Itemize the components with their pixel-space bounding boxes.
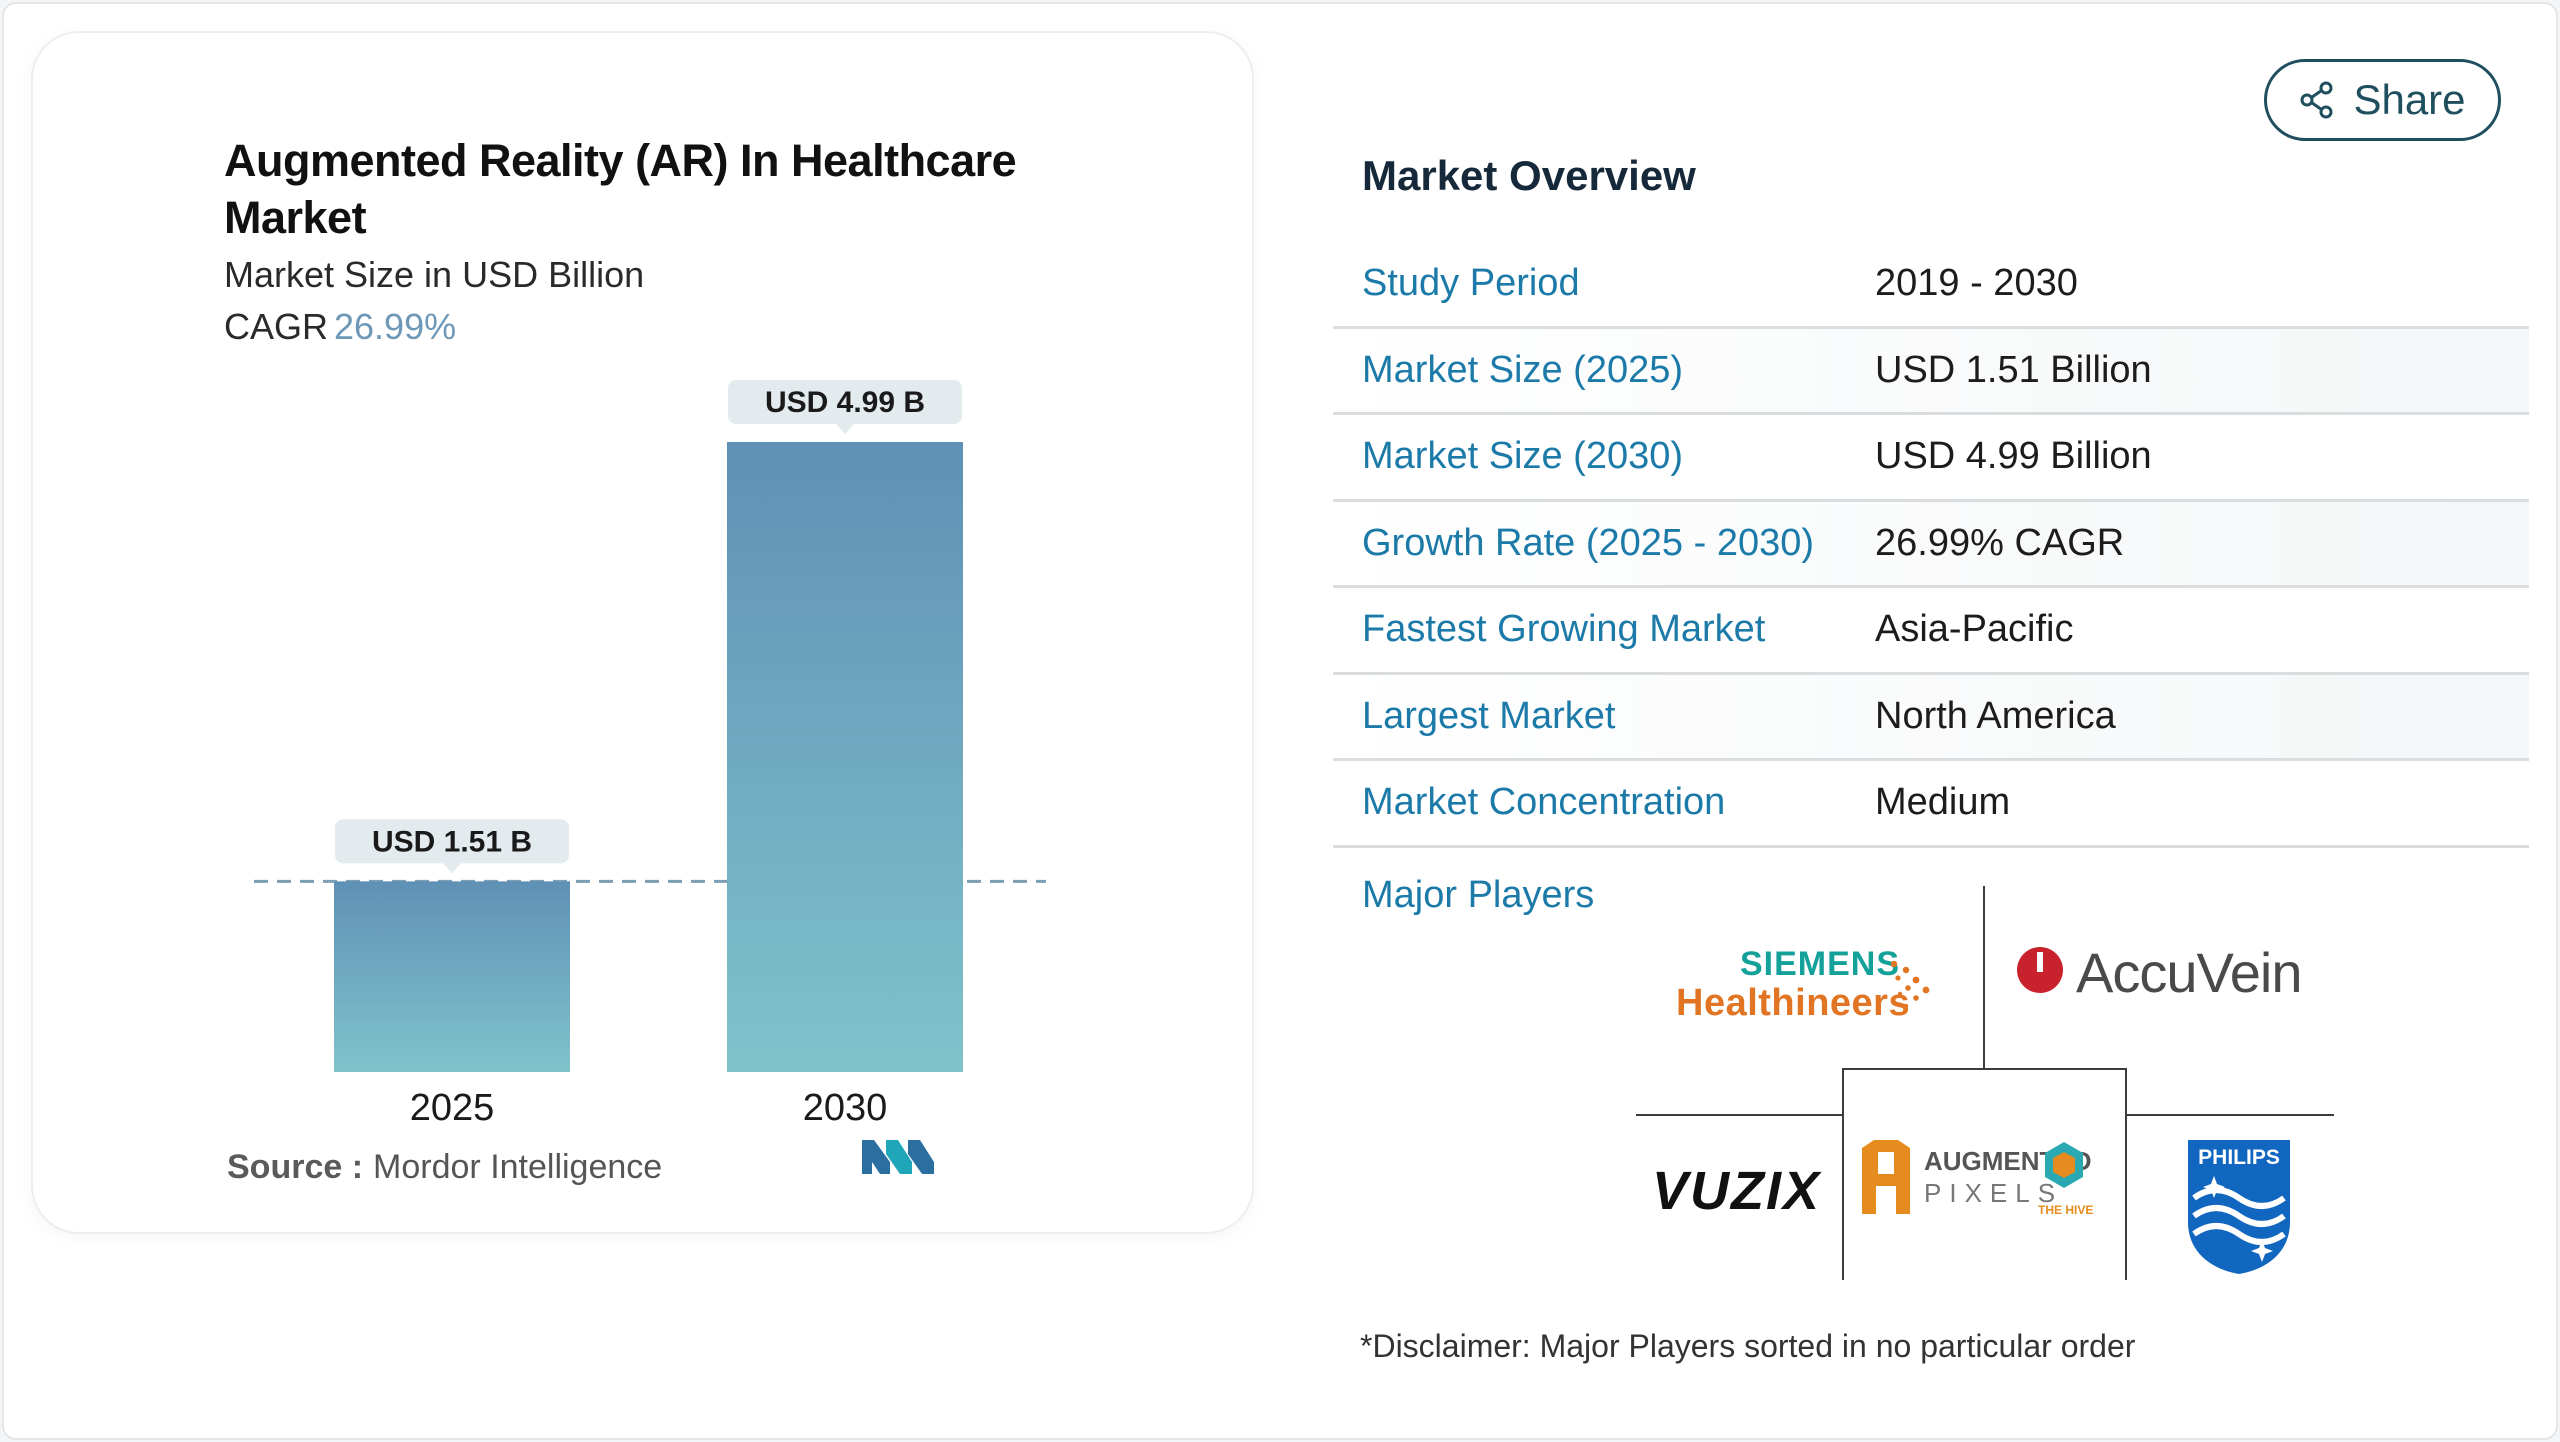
overview-title: Market Overview [1362,152,1696,199]
players-divider [1636,1114,1842,1116]
players-divider [1842,1068,2127,1070]
data-label-bg [335,819,569,864]
overview-row: Study Period 2019 - 2030 [1333,242,2529,329]
overview-value: USD 4.99 Billion [1875,435,2152,478]
x-tick-label: 2025 [410,1087,495,1129]
overview-key: Market Concentration [1362,781,1726,824]
overview-key: Market Size (2025) [1362,348,1684,391]
accuvein-icon [2017,947,2063,993]
overview-row: Market Size (2030) USD 4.99 Billion [1333,415,2529,502]
players-divider [2127,1114,2334,1116]
pixels-logo-text: PIXELS [1924,1178,2064,1208]
cagr-label: CAGR [224,306,329,347]
overview-row: Market Concentration Medium [1333,761,2529,848]
data-label: USD 1.51 B [372,825,532,858]
players-divider [1842,1068,1844,1280]
overview-value: 26.99% CAGR [1875,521,2125,564]
overview-key: Study Period [1362,262,1580,305]
overview-table: Study Period 2019 - 2030 Market Size (202… [1333,242,2529,848]
share-label: Share [2353,76,2466,123]
players-divider [1983,886,1985,1070]
x-tick-label: 2030 [803,1087,888,1129]
siemens-dots-icon [1890,960,1930,1009]
data-label-pointer [443,863,461,874]
overview-value: North America [1875,694,2116,737]
source-value: Mordor Intelligence [373,1148,663,1186]
philips-logo-text: PHILIPS [2198,1146,2280,1169]
chart-subtitle: Market Size in USD Billion [224,254,645,295]
the-hive-icon [2045,1142,2083,1188]
overview-key: Growth Rate (2025 - 2030) [1362,521,1815,564]
bars-layer: USD 1.51 B 2025 USD 4.99 B 2030 [254,380,1046,1129]
data-label-bg [728,380,962,424]
overview-value: Medium [1875,781,2011,824]
chart-title: Augmented Reality (AR) In Healthcare Mar… [224,135,1017,243]
cagr-value: 26.99% [334,306,457,347]
chart-cagr: CAGR 26.99% [224,306,456,348]
overview-key: Market Size (2030) [1362,435,1684,478]
overview-key: Fastest Growing Market [1362,608,1766,651]
bar-chart: USD 1.51 B 2025 USD 4.99 B 2030 [254,380,1046,1129]
overview-value: USD 1.51 Billion [1875,348,2152,391]
disclaimer: *Disclaimer: Major Players sorted in no … [1360,1328,2136,1364]
overview-row: Market Size (2025) USD 1.51 Billion [1333,328,2529,415]
vuzix-logo-text: VUZIX [1652,1161,1822,1221]
healthineers-logo-text: Healthineers [1676,982,1911,1024]
philips-shield-logo: PHILIPS [2188,1140,2290,1274]
bar-2030 [727,442,963,1072]
overview-value: Asia-Pacific [1875,608,2074,651]
data-label: USD 4.99 B [765,386,925,419]
share-icon [2300,81,2333,119]
overview-key: Largest Market [1362,694,1616,737]
share-button[interactable]: Share [2264,59,2501,141]
siemens-logo-text: SIEMENS [1740,945,1901,983]
the-hive-logo-text: THE HIVE [2038,1203,2094,1217]
chart-card [31,31,1254,1234]
major-players-label: Major Players [1362,874,1595,916]
mordor-intelligence-logo [862,1140,934,1174]
overview-row: Growth Rate (2025 - 2030) 26.99% CAGR [1333,501,2529,588]
data-label-pointer [836,424,854,434]
source-label: Source : [227,1148,364,1186]
overview-row: Fastest Growing Market Asia-Pacific [1333,588,2529,675]
players-divider [2125,1068,2127,1280]
augmented-pixels-icon [1862,1140,1910,1214]
overview-value: 2019 - 2030 [1875,262,2078,305]
source-line: Source : Mordor Intelligence [227,1148,662,1187]
bar-2025 [334,881,570,1072]
accuvein-logo-text: AccuVein [2076,941,2302,1004]
overview-row: Largest Market North America [1333,674,2529,761]
